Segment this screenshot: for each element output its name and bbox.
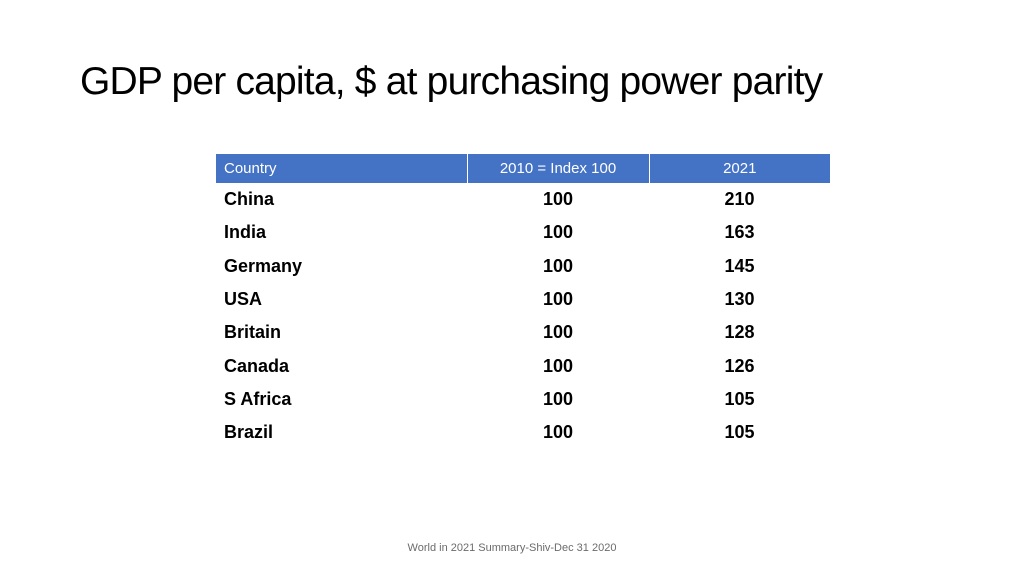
value-2021-cell: 128: [724, 322, 755, 343]
country-cell: Brazil: [224, 422, 274, 443]
index-2010-cell: 100: [542, 189, 574, 210]
value-2021-cell: 130: [724, 289, 755, 310]
index-2010-cell: 100: [542, 289, 574, 310]
country-cell: India: [224, 222, 267, 243]
value-2021-cell: 163: [724, 222, 755, 243]
index-2010-cell: 100: [542, 222, 574, 243]
table-header-row: Country 2010 = Index 100 2021: [216, 154, 830, 183]
index-2010-cell: 100: [542, 388, 574, 409]
header-2021: 2021: [648, 154, 830, 183]
country-cell: Britain: [224, 322, 282, 343]
table-row: S Africa 100 105: [216, 383, 830, 416]
value-2021-cell: 145: [724, 255, 755, 276]
slide-footer: World in 2021 Summary-Shiv-Dec 31 2020: [407, 542, 617, 554]
table-row: Germany 100 145: [216, 250, 830, 283]
gdp-table: Country 2010 = Index 100 2021 China 100 …: [216, 154, 830, 449]
index-2010-cell: 100: [542, 322, 574, 343]
value-2021-cell: 105: [724, 388, 755, 409]
table-row: USA 100 130: [216, 283, 830, 316]
country-cell: Germany: [224, 255, 303, 276]
value-2021-cell: 210: [724, 189, 755, 210]
table-row: India 100 163: [216, 216, 830, 249]
header-index-2010: 2010 = Index 100: [466, 154, 649, 183]
country-cell: S Africa: [224, 388, 292, 409]
table-row: Britain 100 128: [216, 316, 830, 349]
index-2010-cell: 100: [542, 255, 574, 276]
header-country: Country: [216, 154, 467, 183]
index-2010-cell: 100: [542, 355, 574, 376]
value-2021-cell: 126: [724, 355, 755, 376]
country-cell: China: [224, 189, 275, 210]
table-row: Canada 100 126: [216, 349, 830, 382]
country-cell: USA: [224, 289, 263, 310]
value-2021-cell: 105: [724, 422, 755, 443]
table-row: Brazil 100 105: [216, 416, 830, 449]
table-row: China 100 210: [216, 183, 830, 216]
country-cell: Canada: [224, 355, 290, 376]
slide-title: GDP per capita, $ at purchasing power pa…: [80, 60, 823, 103]
index-2010-cell: 100: [542, 422, 574, 443]
